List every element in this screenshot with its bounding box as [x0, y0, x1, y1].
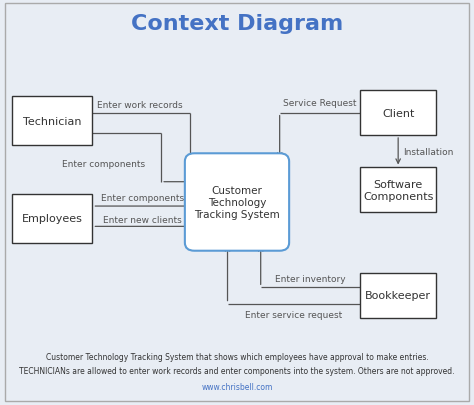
Text: Enter components: Enter components [62, 160, 145, 168]
Text: Service Request: Service Request [283, 98, 357, 107]
Text: Enter service request: Enter service request [245, 310, 343, 319]
Text: Installation: Installation [403, 147, 453, 156]
Text: Customer Technology Tracking System that shows which employees have approval to : Customer Technology Tracking System that… [46, 352, 428, 361]
Text: Technician: Technician [23, 117, 82, 126]
Text: www.chrisbell.com: www.chrisbell.com [201, 382, 273, 391]
Text: Enter new clients: Enter new clients [103, 216, 182, 225]
Bar [12, 194, 92, 243]
Text: Enter work records: Enter work records [97, 100, 182, 109]
Text: Employees: Employees [22, 214, 82, 224]
Text: Context Diagram: Context Diagram [131, 14, 343, 34]
Bar [360, 168, 436, 213]
Text: TECHNICIANs are allowed to enter work records and enter components into the syst: TECHNICIANs are allowed to enter work re… [19, 366, 455, 375]
Bar [12, 97, 92, 146]
Text: Software
Components: Software Components [363, 179, 433, 201]
Text: Client: Client [382, 109, 414, 118]
Text: Enter inventory: Enter inventory [275, 275, 346, 284]
Text: Customer
Technology
Tracking System: Customer Technology Tracking System [194, 186, 280, 219]
Bar [360, 91, 436, 136]
Text: Enter components: Enter components [100, 194, 184, 202]
Text: Bookkeeper: Bookkeeper [365, 291, 431, 301]
FancyBboxPatch shape [185, 154, 289, 251]
Bar [360, 273, 436, 318]
